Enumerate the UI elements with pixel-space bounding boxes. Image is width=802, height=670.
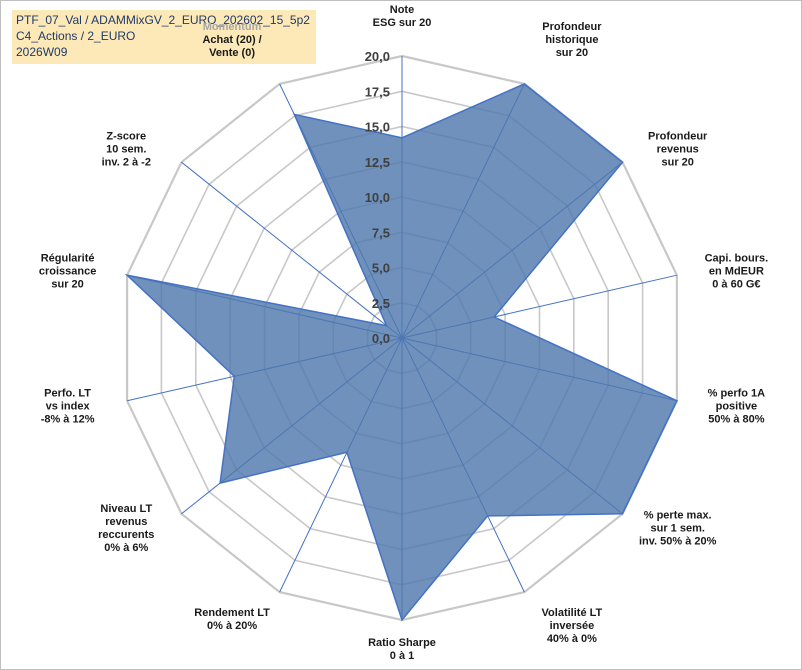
- series-area: [124, 83, 678, 622]
- tick-label-3: 7,5: [372, 225, 390, 240]
- category-label-5-line-0: % perte max.: [644, 510, 712, 522]
- category-label-12-line-0: Z-score: [106, 131, 146, 143]
- category-label-1-line-0: Profondeur: [542, 21, 602, 33]
- category-label-3-line-1: en MdEUR: [709, 265, 764, 277]
- tick-label-0: 0,0: [372, 331, 390, 346]
- category-label-7-line-0: Ratio Sharpe: [368, 637, 436, 649]
- category-label-2: Profondeur revenus sur 20: [648, 131, 708, 169]
- category-label-0-line-0: Note: [390, 4, 414, 16]
- category-label-13-line-0: Momentum: [203, 21, 262, 33]
- radar-series: [124, 83, 678, 622]
- category-label-2-line-1: revenus: [657, 144, 699, 156]
- spoke-12: [181, 161, 403, 339]
- category-label-9-line-3: 0% à 6%: [104, 542, 148, 554]
- tick-label-1: 2,5: [372, 296, 390, 311]
- category-label-11-line-0: Régularité: [41, 252, 95, 264]
- category-label-10-line-0: Perfo. LT: [44, 388, 91, 400]
- category-label-5-line-2: inv. 50% à 20%: [639, 536, 717, 548]
- category-label-12-line-2: inv. 2 à -2: [102, 157, 151, 169]
- tick-label-8: 20,0: [365, 49, 390, 64]
- portfolio-title: PTF_07_Val / ADAMMixGV_2_EURO_202602_15_…: [16, 13, 310, 27]
- radar-category-labels: Note ESG sur 20 Profondeur historique sur 20…: [39, 4, 768, 662]
- week-label: 2026W09: [16, 45, 68, 59]
- category-label-9-line-0: Niveau LT: [100, 503, 152, 515]
- category-label-11: Régularité croissance sur 20: [39, 252, 96, 290]
- category-label-0: Note ESG sur 20: [373, 4, 432, 29]
- tick-label-7: 17,5: [365, 84, 390, 99]
- tick-label-5: 12,5: [365, 155, 390, 170]
- category-label-4-line-1: positive: [716, 401, 758, 413]
- category-label-10-line-2: -8% à 12%: [41, 414, 95, 426]
- category-label-3-line-2: 0 à 60 G€: [712, 278, 760, 290]
- tick-label-2: 5,0: [372, 261, 390, 276]
- category-label-11-line-1: croissance: [39, 265, 96, 277]
- category-label-5: % perte max. sur 1 sem. inv. 50% à 20%: [639, 510, 717, 548]
- category-label-10: Perfo. LT vs index -8% à 12%: [41, 388, 95, 426]
- tick-label-6: 15,0: [365, 120, 390, 135]
- category-label-9-line-2: reccurents: [98, 529, 154, 541]
- category-label-9-line-1: revenus: [105, 516, 147, 528]
- radar-tick-labels: 0,0 2,5 5,0 7,5 10,0 12,5 15,0 17,5 20,0: [365, 49, 390, 346]
- category-label-13-line-2: Vente (0): [209, 47, 255, 59]
- category-subtitle: C4_Actions / 2_EURO: [16, 29, 136, 43]
- category-label-12: Z-score 10 sem. inv. 2 à -2: [102, 131, 151, 169]
- category-label-4: % perfo 1A positive 50% à 80%: [708, 388, 766, 426]
- chart-title-box: PTF_07_Val / ADAMMixGV_2_EURO_202602_15_…: [12, 10, 316, 64]
- category-label-3-line-0: Capi. bours.: [705, 252, 769, 264]
- category-label-1: Profondeur historique sur 20: [542, 21, 602, 59]
- category-label-6-line-0: Volatilité LT: [542, 607, 603, 619]
- tick-label-4: 10,0: [365, 190, 390, 205]
- category-label-8-line-0: Rendement LT: [194, 607, 270, 619]
- category-label-6-line-2: 40% à 0%: [547, 633, 597, 645]
- category-label-13: Momentum Achat (20) / Vente (0): [202, 21, 261, 59]
- category-label-6-line-1: inversée: [550, 620, 595, 632]
- category-label-2-line-0: Profondeur: [648, 131, 708, 143]
- category-label-6: Volatilité LT inversée 40% à 0%: [542, 607, 603, 645]
- category-label-3: Capi. bours. en MdEUR 0 à 60 G€: [705, 252, 769, 290]
- category-label-7: Ratio Sharpe 0 à 1: [368, 637, 436, 662]
- category-label-7-line-1: 0 à 1: [390, 650, 414, 662]
- category-label-0-line-1: ESG sur 20: [373, 17, 432, 29]
- category-label-10-line-1: vs index: [46, 401, 91, 413]
- category-label-2-line-2: sur 20: [661, 157, 693, 169]
- category-label-11-line-2: sur 20: [51, 278, 83, 290]
- category-label-1-line-1: historique: [545, 34, 598, 46]
- category-label-1-line-2: sur 20: [556, 47, 588, 59]
- category-label-12-line-1: 10 sem.: [106, 144, 146, 156]
- category-label-5-line-1: sur 1 sem.: [650, 523, 704, 535]
- category-label-13-line-1: Achat (20) /: [202, 34, 261, 46]
- category-label-4-line-0: % perfo 1A: [708, 388, 766, 400]
- category-label-4-line-2: 50% à 80%: [708, 414, 764, 426]
- category-label-8-line-1: 0% à 20%: [207, 620, 257, 632]
- category-label-9: Niveau LT revenus reccurents 0% à 6%: [98, 503, 154, 554]
- category-label-8: Rendement LT 0% à 20%: [194, 607, 270, 632]
